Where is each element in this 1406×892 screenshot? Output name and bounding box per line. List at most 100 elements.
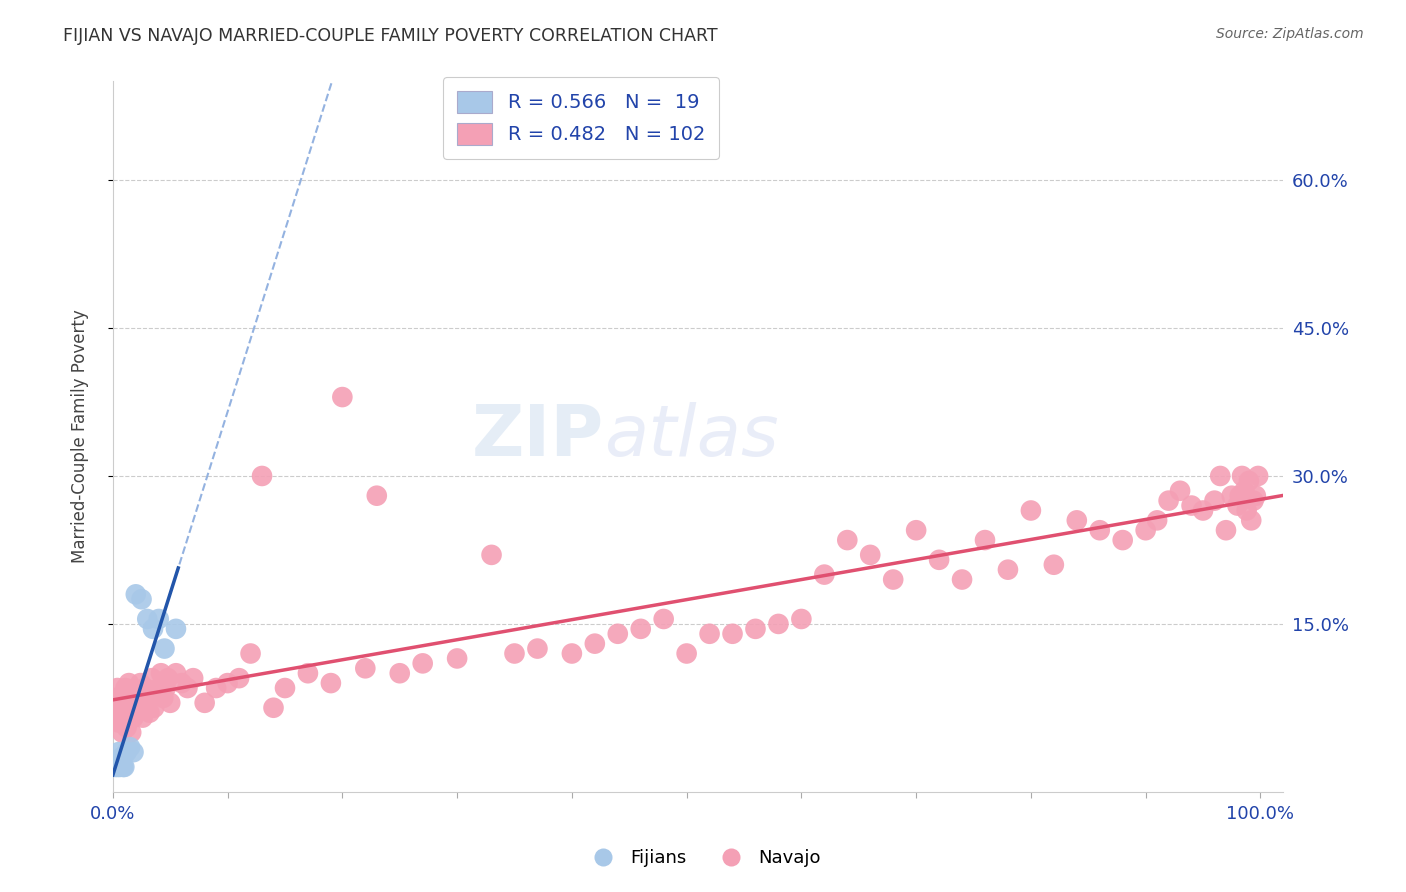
Point [1135, 523, 1157, 537]
Point [107, 715, 129, 730]
Point [142, 622, 165, 636]
Point [503, 647, 526, 661]
Point [104, 760, 127, 774]
Point [882, 573, 904, 587]
Point [446, 651, 468, 665]
Point [110, 700, 132, 714]
Point [122, 745, 145, 759]
Point [112, 760, 135, 774]
Point [111, 725, 134, 739]
Point [412, 657, 434, 671]
Point [744, 622, 766, 636]
Point [1168, 483, 1191, 498]
Point [112, 696, 135, 710]
Point [813, 567, 835, 582]
Point [107, 760, 129, 774]
Point [790, 612, 813, 626]
Point [1209, 469, 1232, 483]
Text: ZIP: ZIP [472, 402, 605, 471]
Point [239, 647, 262, 661]
Point [768, 616, 790, 631]
Point [120, 706, 142, 720]
Point [115, 721, 138, 735]
Point [1236, 503, 1258, 517]
Point [606, 627, 628, 641]
Point [122, 711, 145, 725]
Point [108, 711, 131, 725]
Point [974, 533, 997, 547]
Point [205, 681, 228, 695]
Point [1146, 513, 1168, 527]
Point [115, 745, 138, 759]
Point [228, 671, 250, 685]
Point [118, 676, 141, 690]
Point [148, 612, 170, 626]
Point [105, 755, 128, 769]
Point [1243, 493, 1265, 508]
Y-axis label: Married-Couple Family Poverty: Married-Couple Family Poverty [72, 310, 89, 564]
Point [194, 696, 217, 710]
Point [652, 612, 675, 626]
Point [127, 690, 149, 705]
Point [159, 696, 181, 710]
Point [176, 681, 198, 695]
Point [837, 533, 859, 547]
Point [905, 523, 928, 537]
Point [134, 681, 156, 695]
Point [1066, 513, 1088, 527]
Point [354, 661, 377, 675]
Point [1043, 558, 1066, 572]
Point [1233, 483, 1256, 498]
Point [131, 711, 153, 725]
Point [1240, 513, 1263, 527]
Point [1192, 503, 1215, 517]
Point [1112, 533, 1135, 547]
Text: atlas: atlas [605, 402, 779, 471]
Point [561, 647, 583, 661]
Point [1215, 523, 1237, 537]
Point [131, 592, 153, 607]
Point [1244, 489, 1267, 503]
Point [1180, 499, 1202, 513]
Point [699, 627, 721, 641]
Point [111, 750, 134, 764]
Point [170, 676, 193, 690]
Point [105, 706, 128, 720]
Point [110, 755, 132, 769]
Point [124, 686, 146, 700]
Point [129, 676, 152, 690]
Point [388, 666, 411, 681]
Point [1088, 523, 1111, 537]
Point [250, 469, 273, 483]
Text: FIJIAN VS NAVAJO MARRIED-COUPLE FAMILY POVERTY CORRELATION CHART: FIJIAN VS NAVAJO MARRIED-COUPLE FAMILY P… [63, 27, 718, 45]
Point [152, 690, 174, 705]
Point [181, 671, 204, 685]
Point [125, 587, 148, 601]
Point [121, 696, 143, 710]
Point [319, 676, 342, 690]
Point [136, 612, 159, 626]
Point [297, 666, 319, 681]
Point [1157, 493, 1180, 508]
Point [107, 681, 129, 695]
Point [165, 622, 187, 636]
Point [721, 627, 744, 641]
Point [481, 548, 503, 562]
Point [104, 690, 127, 705]
Point [108, 760, 131, 774]
Point [143, 700, 166, 714]
Point [1019, 503, 1042, 517]
Point [114, 681, 136, 695]
Point [120, 725, 142, 739]
Point [263, 700, 285, 714]
Point [217, 676, 239, 690]
Point [148, 681, 170, 695]
Point [928, 553, 950, 567]
Point [155, 681, 177, 695]
Point [120, 740, 142, 755]
Point [112, 760, 135, 774]
Point [950, 573, 973, 587]
Point [1237, 474, 1260, 488]
Point [859, 548, 882, 562]
Point [153, 641, 176, 656]
